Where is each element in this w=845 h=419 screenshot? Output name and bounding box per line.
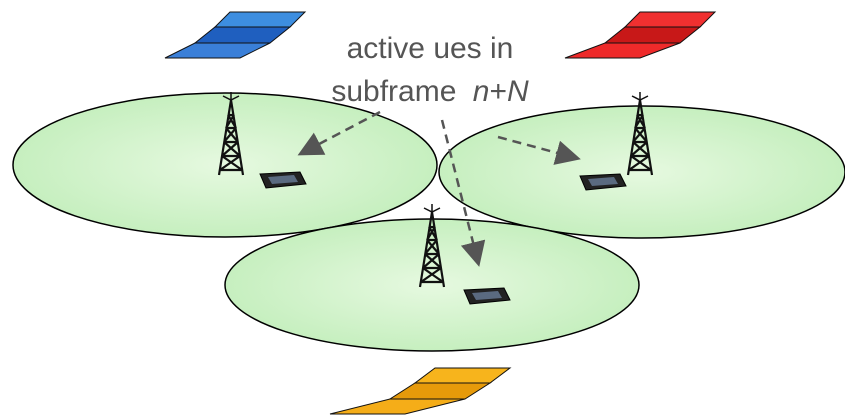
subframe-orange <box>330 368 510 414</box>
diagram: active ues in subframe n+N <box>0 0 845 419</box>
label-line: active ues in <box>347 32 514 65</box>
cell <box>225 219 639 351</box>
subframe-blue <box>165 12 305 58</box>
label-text: + <box>489 75 507 108</box>
label-text: N <box>507 75 529 108</box>
label-text: n <box>473 75 490 108</box>
label-line: subframe n+N <box>331 75 529 108</box>
subframe-red <box>565 12 715 58</box>
label-text: subframe <box>331 75 456 108</box>
cell <box>439 106 845 238</box>
